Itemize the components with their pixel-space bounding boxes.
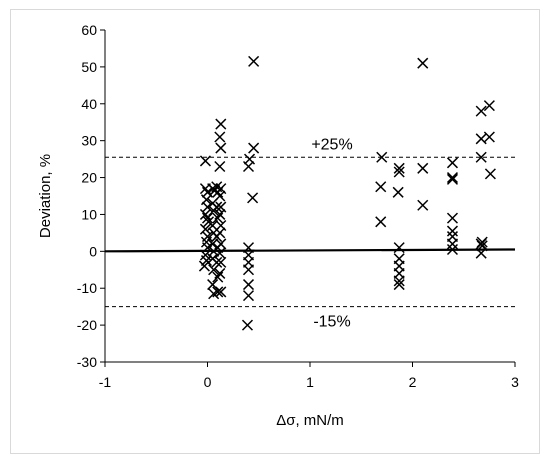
data-point-marker	[242, 290, 255, 302]
data-point-marker	[375, 216, 387, 228]
data-point-marker	[393, 275, 405, 287]
data-point-marker	[417, 57, 429, 69]
data-point-marker	[215, 256, 227, 268]
data-point-marker	[248, 55, 260, 67]
data-point-marker	[483, 100, 495, 112]
data-point-marker	[201, 212, 214, 224]
data-point-marker	[242, 160, 255, 173]
data-point-marker	[215, 286, 227, 298]
reference-lines	[104, 156, 516, 308]
data-point-marker	[248, 142, 260, 154]
data-point-marker	[376, 151, 388, 163]
data-points	[198, 55, 496, 331]
data-point-marker	[446, 238, 459, 250]
zero-line	[104, 248, 516, 253]
data-point-marker	[417, 199, 429, 211]
data-point-marker	[475, 247, 487, 259]
data-point-marker	[215, 142, 227, 154]
data-point-marker	[211, 201, 223, 213]
y-tick-label: 50	[81, 59, 97, 75]
data-point-marker	[242, 279, 255, 291]
data-point-marker	[214, 267, 226, 279]
axes	[100, 29, 516, 367]
data-point-marker	[483, 131, 495, 143]
data-point-marker	[214, 160, 226, 173]
y-tick-label: -10	[77, 280, 97, 296]
data-point-marker	[247, 192, 259, 204]
data-point-marker	[393, 242, 405, 254]
data-point-marker	[214, 227, 226, 239]
y-tick-label: -30	[77, 354, 97, 370]
reference-line-label: +25%	[311, 136, 352, 153]
x-tick-label: -1	[99, 374, 112, 390]
data-point-marker	[484, 168, 496, 180]
y-tick-label: 0	[89, 243, 97, 259]
y-tick-label: 10	[81, 206, 97, 222]
data-point-marker	[242, 264, 255, 276]
data-point-marker	[201, 242, 214, 254]
x-tick-label: 1	[306, 374, 314, 390]
data-point-marker	[214, 131, 226, 143]
data-point-marker	[446, 212, 459, 224]
data-point-marker	[211, 256, 223, 268]
data-point-marker	[214, 208, 226, 220]
data-point-marker	[214, 190, 226, 202]
data-point-marker	[446, 173, 459, 185]
y-tick-label: 60	[81, 22, 97, 38]
data-point-marker	[214, 247, 226, 259]
y-tick-label: 40	[81, 96, 97, 112]
y-axis-title: Deviation, %	[37, 154, 54, 238]
data-point-marker	[199, 223, 211, 235]
data-point-marker	[446, 225, 459, 237]
data-point-marker	[475, 105, 487, 117]
data-point-marker	[241, 319, 254, 331]
data-point-marker	[475, 133, 487, 145]
data-point-marker	[215, 238, 227, 250]
data-point-marker	[199, 155, 211, 167]
data-point-marker	[392, 186, 404, 198]
data-point-marker	[215, 118, 227, 130]
reference-line-label: -15%	[313, 314, 350, 331]
data-point-marker	[446, 243, 459, 256]
data-point-marker	[375, 181, 387, 193]
annotations: +25% -15%	[311, 136, 352, 330]
data-point-marker	[393, 162, 405, 174]
data-point-marker	[417, 162, 429, 174]
y-tick-label: 20	[81, 170, 97, 186]
x-tick-label: 0	[204, 374, 212, 390]
y-tick-label: 30	[81, 133, 97, 149]
data-point-marker	[212, 286, 224, 298]
x-axis-title: Δσ, mN/m	[276, 412, 344, 429]
x-tick-label: 3	[511, 374, 519, 390]
data-point-marker	[393, 279, 405, 291]
data-point-marker	[475, 151, 487, 163]
data-point-marker	[446, 157, 459, 169]
data-point-marker	[446, 172, 459, 184]
x-tick-label: 2	[409, 374, 417, 390]
data-point-marker	[201, 201, 214, 213]
data-point-marker	[393, 166, 405, 178]
y-tick-label: -20	[77, 317, 97, 333]
